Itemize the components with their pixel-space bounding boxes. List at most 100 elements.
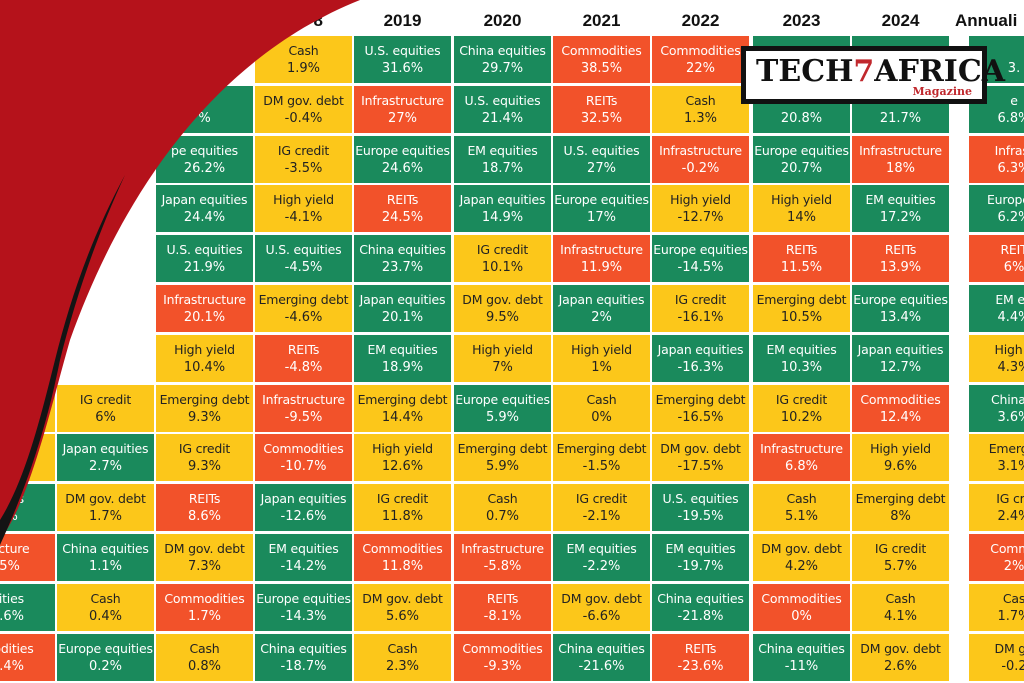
- return-cell: REITs 13.9%: [852, 235, 949, 283]
- return-cell: Japan equities 12.7%: [852, 334, 949, 382]
- return-value: 18.9%: [381, 359, 424, 375]
- return-cell: Europe equities 17%: [553, 185, 650, 233]
- return-value: 5.9%: [485, 459, 520, 475]
- asset-name: REIT: [1000, 242, 1024, 258]
- return-cell: Commodities 12.4%: [852, 384, 949, 432]
- return-cell: DM gov. debt 5.6%: [354, 583, 451, 631]
- return-cell: China equities 29.7%: [454, 36, 551, 83]
- return-value: 4.3%: [997, 359, 1024, 375]
- return-cell: pe equities 26.2%: [156, 135, 253, 183]
- asset-name: uities: [0, 590, 24, 606]
- return-cell: High yield 14%: [753, 185, 850, 233]
- return-value: 0.7%: [485, 509, 520, 525]
- asset-name: High yield: [372, 441, 433, 457]
- asset-name: REITs: [585, 92, 618, 108]
- asset-name: REITs: [486, 590, 519, 606]
- asset-name: Japan equities: [657, 341, 744, 357]
- return-value: 2.3%: [385, 658, 420, 674]
- return-value: %: [1, 459, 14, 475]
- return-cell: Emerging debt 5.9%: [454, 434, 551, 482]
- logo-subtitle: Magazine: [912, 85, 972, 98]
- asset-name: High y: [994, 341, 1024, 357]
- return-cell: EM equities -14.2%: [255, 534, 352, 581]
- return-value: 24.6%: [381, 160, 424, 176]
- asset-name: China equities: [260, 640, 347, 656]
- return-value: 6%: [1003, 260, 1024, 276]
- return-value: -9.3%: [483, 658, 522, 674]
- return-value: 5.7%: [883, 559, 918, 574]
- asset-name: Japan equities: [62, 441, 149, 457]
- asset-name: U.S. equities: [166, 242, 243, 258]
- return-value: 20.8%: [780, 110, 823, 126]
- return-cell: DM gov. debt 1.7%: [57, 484, 154, 532]
- return-cell: Cash 0.8%: [156, 633, 253, 681]
- return-value: 10.1%: [481, 260, 524, 276]
- return-cell: Infrastructure 11.9%: [553, 235, 650, 283]
- return-value: -16.3%: [677, 359, 724, 375]
- asset-name: dt: [1, 391, 14, 407]
- return-value: -6.6%: [582, 608, 621, 624]
- return-value: 27%: [388, 110, 417, 126]
- return-cell: Commodities 22%: [652, 36, 749, 83]
- return-cell: modities 3.4%: [0, 633, 55, 681]
- return-cell: Cash 1.3%: [652, 85, 749, 133]
- asset-name: REITs: [684, 640, 717, 656]
- asset-name: Commodities: [761, 590, 842, 606]
- asset-name: Japan equities: [459, 192, 546, 208]
- return-cell: IG credit -3.5%: [255, 135, 352, 183]
- asset-name: IG cre: [996, 491, 1024, 507]
- return-value: 9.5%: [485, 310, 520, 325]
- return-cell: IG credit -16.1%: [652, 285, 749, 332]
- return-cell: EM equities 18.7%: [454, 135, 551, 183]
- return-value: 14.9%: [481, 210, 524, 226]
- asset-name: Europe equities: [58, 640, 153, 656]
- return-cell: ructure .5%: [0, 534, 55, 581]
- return-value: 18%: [886, 160, 915, 176]
- return-value: -0.4%: [284, 110, 323, 126]
- return-cell: Commodities -10.7%: [255, 434, 352, 482]
- asset-name: High yield: [174, 341, 235, 357]
- return-value: 9.3%: [187, 459, 222, 475]
- asset-name: Commodities: [860, 391, 941, 407]
- return-value: -12.7%: [677, 210, 724, 226]
- return-value: -2.2%: [582, 559, 621, 574]
- return-cell: Europe equities 20.7%: [753, 135, 850, 183]
- year-header-annuali: Annuali: [955, 11, 1018, 30]
- return-value: 21.9%: [183, 260, 226, 276]
- asset-name: pe equities: [171, 142, 238, 158]
- asset-name: Infrastructure: [760, 441, 843, 457]
- asset-name: Commodities: [164, 590, 245, 606]
- return-value: 17.2%: [879, 210, 922, 226]
- logo-text-tech: TECH: [756, 54, 854, 89]
- return-cell: Commodities 11.8%: [354, 534, 451, 581]
- asset-name: China e: [991, 391, 1024, 407]
- asset-name: Emerging debt: [457, 441, 548, 457]
- return-cell: China equities -21.6%: [553, 633, 650, 681]
- return-cell: Infrastructure -5.8%: [454, 534, 551, 581]
- return-cell: DM go -0.2: [969, 633, 1024, 681]
- return-cell: High yield 10.4%: [156, 334, 253, 382]
- asset-name: IG credit: [178, 441, 231, 457]
- return-cell: Japan equities -16.3%: [652, 334, 749, 382]
- return-cell: mmodities 9.7%: [0, 285, 55, 332]
- asset-name: IG credit: [476, 242, 529, 258]
- asset-name: Infrastructure: [859, 142, 942, 158]
- return-cell: Japan equities 20.1%: [354, 285, 451, 332]
- asset-name: IG credit: [79, 391, 132, 407]
- return-value: 1%: [591, 359, 612, 375]
- return-value: -14.5%: [677, 260, 724, 276]
- return-value: 2.6%: [883, 658, 918, 674]
- return-value: 9.6%: [883, 459, 918, 475]
- return-value: -4.8%: [284, 359, 323, 375]
- return-cell: Commo 2%: [969, 534, 1024, 581]
- asset-name: Emerging debt: [357, 391, 448, 407]
- return-cell: High y 4.3%: [969, 334, 1024, 382]
- return-cell: Commodities -9.3%: [454, 633, 551, 681]
- asset-name: Cash: [189, 640, 220, 656]
- year-header-2019: 2019: [383, 11, 422, 30]
- asset-name: China equities: [758, 640, 845, 656]
- asset-name: U.S. equities: [364, 43, 441, 58]
- year-header-2024: 2024: [881, 11, 920, 30]
- asset-name: EM equities: [766, 341, 837, 357]
